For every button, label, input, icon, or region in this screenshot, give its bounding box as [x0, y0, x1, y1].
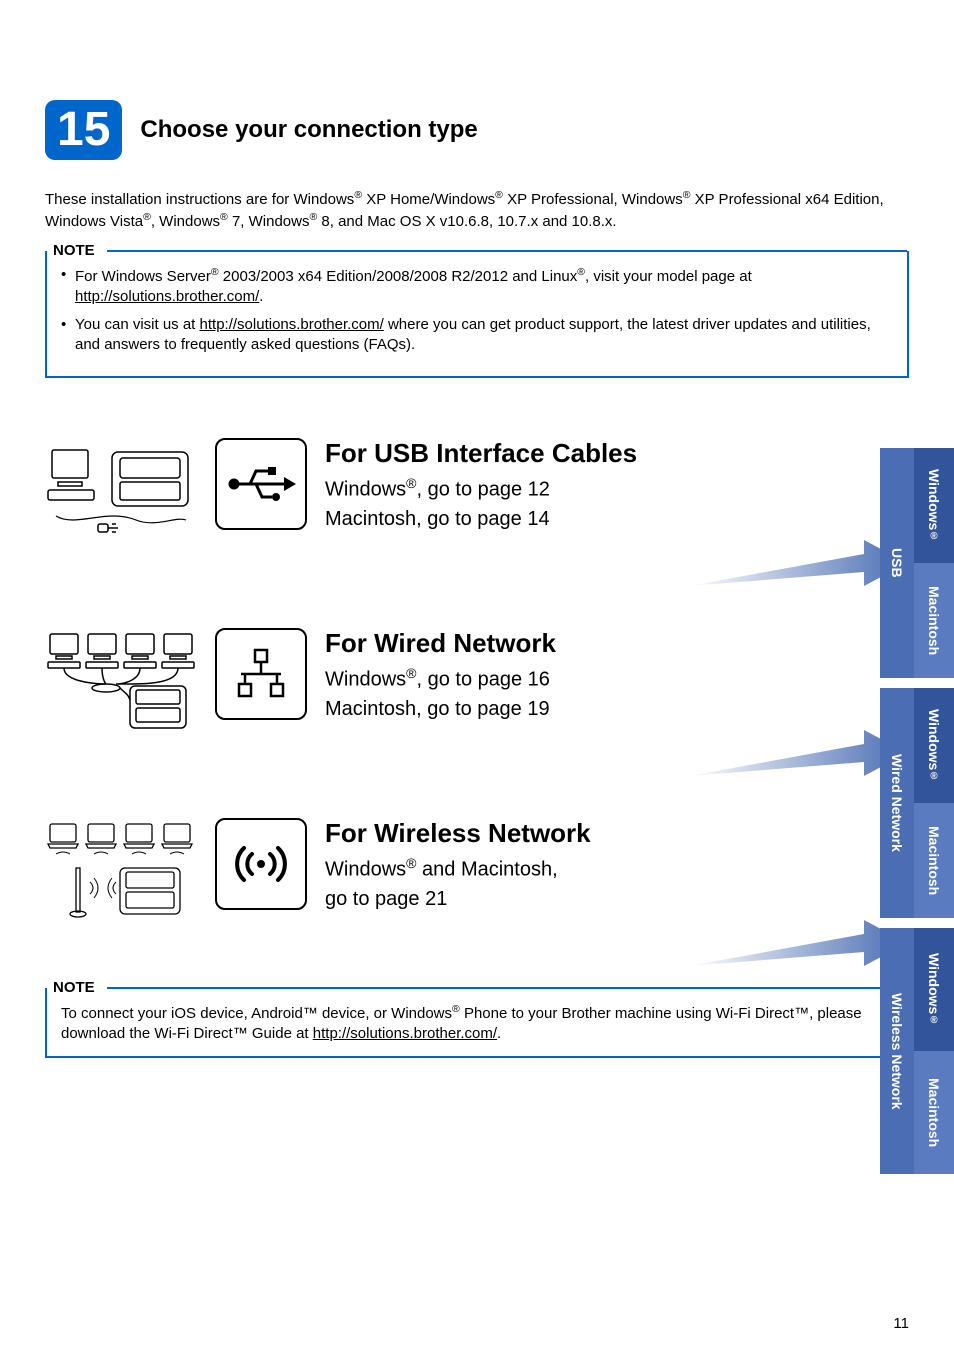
- note-item: You can visit us at http://solutions.bro…: [61, 315, 893, 356]
- connection-section-wireless: For Wireless Network Windows® and Macinto…: [45, 778, 909, 968]
- arrow-icon: [689, 538, 909, 588]
- note-label: NOTE: [47, 242, 107, 259]
- connection-title: For Wired Network: [325, 628, 909, 659]
- intro-paragraph: These installation instructions are for …: [45, 188, 909, 233]
- sidebar-os-tab[interactable]: Macintosh: [914, 1051, 954, 1174]
- sidebar-os-tab[interactable]: Macintosh: [914, 563, 954, 678]
- sidebar-os-tab[interactable]: Windows®: [914, 688, 954, 803]
- connection-line: Windows®, go to page 12: [325, 473, 909, 505]
- sidebar-tabs: USBWindows®MacintoshWired NetworkWindows…: [880, 448, 954, 1184]
- connection-section-usb: For USB Interface Cables Windows®, go to …: [45, 398, 909, 588]
- connection-line: Windows®, go to page 16: [325, 663, 909, 695]
- sidebar-os-tab[interactable]: Macintosh: [914, 803, 954, 918]
- connection-section-wired: For Wired Network Windows®, go to page 16…: [45, 588, 909, 778]
- sidebar-category[interactable]: USB: [880, 448, 914, 678]
- sidebar-category[interactable]: Wireless Network: [880, 928, 914, 1174]
- step-header: 15 Choose your connection type: [45, 100, 909, 160]
- connection-title: For USB Interface Cables: [325, 438, 909, 469]
- note-list: For Windows Server® 2003/2003 x64 Editio…: [61, 265, 893, 356]
- connection-line: Macintosh, go to page 14: [325, 504, 909, 534]
- sidebar-group: Wireless NetworkWindows®Macintosh: [880, 928, 954, 1174]
- wireless-icon: [215, 818, 307, 910]
- sidebar-group: Wired NetworkWindows®Macintosh: [880, 688, 954, 918]
- sidebar-group: USBWindows®Macintosh: [880, 448, 954, 678]
- wired-illustration: [45, 628, 197, 738]
- step-number-badge: 15: [45, 100, 122, 160]
- sidebar-category[interactable]: Wired Network: [880, 688, 914, 918]
- sidebar-os-tab[interactable]: Windows®: [914, 928, 954, 1051]
- note-box-bottom: NOTE To connect your iOS device, Android…: [45, 988, 909, 1059]
- arrow-icon: [689, 728, 909, 778]
- page-number: 11: [893, 1315, 909, 1332]
- connection-line: go to page 21: [325, 884, 909, 914]
- usb-illustration: [45, 438, 197, 548]
- note-label: NOTE: [47, 979, 107, 996]
- step-title: Choose your connection type: [140, 116, 477, 144]
- arrow-icon: [689, 918, 909, 968]
- connection-line: Windows® and Macintosh,: [325, 853, 909, 885]
- note-body: To connect your iOS device, Android™ dev…: [61, 1002, 893, 1045]
- usb-icon: [215, 438, 307, 530]
- note-box-top: NOTE For Windows Server® 2003/2003 x64 E…: [45, 251, 909, 378]
- sidebar-os-tab[interactable]: Windows®: [914, 448, 954, 563]
- connection-title: For Wireless Network: [325, 818, 909, 849]
- note-item: For Windows Server® 2003/2003 x64 Editio…: [61, 265, 893, 308]
- connection-line: Macintosh, go to page 19: [325, 694, 909, 724]
- wired-icon: [215, 628, 307, 720]
- wireless-illustration: [45, 818, 197, 928]
